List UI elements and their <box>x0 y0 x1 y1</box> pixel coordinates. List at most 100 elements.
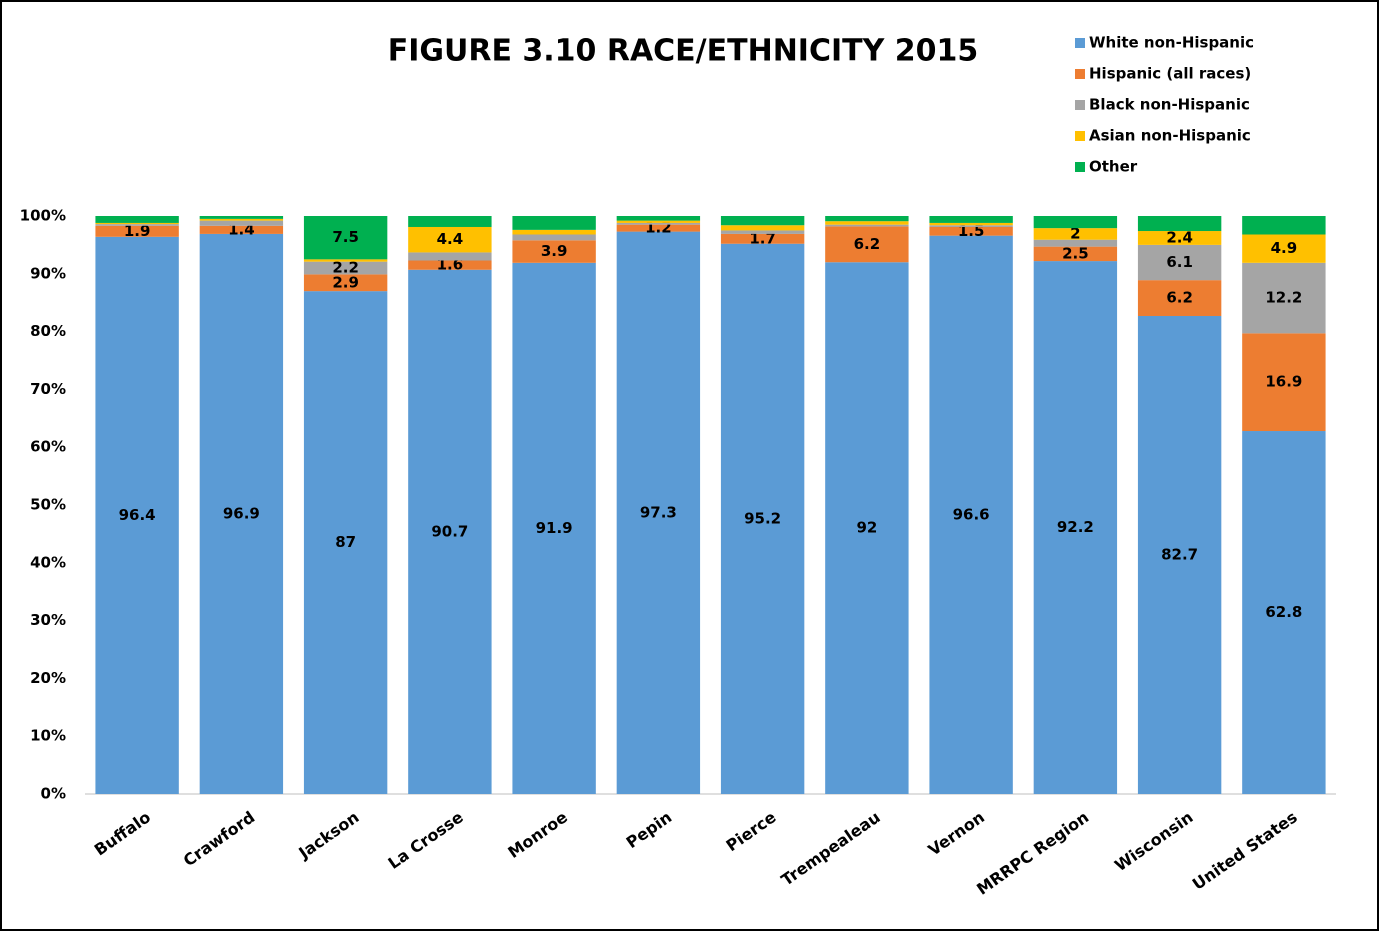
bar-segment <box>512 216 596 230</box>
y-tick-label: 80% <box>30 322 66 340</box>
data-label: 92.2 <box>1057 518 1094 536</box>
bar-segment <box>303 291 388 794</box>
bar-segment <box>408 260 492 270</box>
bar-segment <box>1033 246 1118 262</box>
legend-swatch <box>1075 69 1085 79</box>
data-label: 2.5 <box>1062 244 1089 262</box>
bar-segment <box>408 226 492 253</box>
bar-segment <box>199 225 284 234</box>
data-label: 96.9 <box>223 504 260 522</box>
legend-swatch <box>1075 131 1085 141</box>
data-label: 4.4 <box>437 230 464 248</box>
bar-segment <box>95 222 179 225</box>
bar-segment <box>408 216 492 227</box>
bar-segment <box>1033 228 1118 240</box>
bar-segment <box>1242 333 1326 432</box>
bar-segment <box>720 243 805 794</box>
data-label: 96.6 <box>953 505 990 523</box>
data-label: 2.9 <box>332 273 359 291</box>
data-label: 62.8 <box>1265 603 1302 621</box>
data-label: 95.2 <box>744 509 781 527</box>
bar-segment <box>720 225 805 231</box>
bar-segment <box>303 259 388 262</box>
data-label: 2.4 <box>1166 228 1193 246</box>
bar-segment <box>825 262 909 794</box>
bar-segment <box>1242 234 1326 263</box>
y-tick-label: 0% <box>41 785 66 803</box>
bar-segment <box>616 224 701 232</box>
data-label: 6.2 <box>1166 289 1193 307</box>
data-label: 96.4 <box>119 506 156 524</box>
bar-segment <box>1242 431 1326 794</box>
bar-segment <box>616 220 701 223</box>
data-label: 87 <box>335 533 356 551</box>
bar-segment <box>1137 231 1222 245</box>
bar-segment <box>1242 262 1326 334</box>
legend-label: Asian non-Hispanic <box>1089 127 1251 145</box>
bar-segment <box>512 262 596 794</box>
data-label: 2.2 <box>332 259 359 277</box>
y-tick-label: 30% <box>30 611 66 629</box>
bar-segment <box>616 231 701 794</box>
bar-segment <box>303 274 388 292</box>
bar-segment <box>1137 244 1222 281</box>
bar-segment <box>95 224 179 226</box>
data-label: 6.2 <box>854 235 881 253</box>
bar-segment <box>199 233 284 795</box>
bar-segment <box>616 222 701 225</box>
chart-title: FIGURE 3.10 RACE/ETHNICITY 2015 <box>388 34 979 69</box>
data-label: 6.1 <box>1166 253 1193 271</box>
data-label: 92 <box>856 519 877 537</box>
bar-segment <box>616 216 701 221</box>
legend-label: White non-Hispanic <box>1089 34 1254 52</box>
y-tick-label: 90% <box>30 264 66 282</box>
data-label: 2 <box>1070 224 1080 242</box>
legend-label: Hispanic (all races) <box>1089 65 1251 83</box>
bar-segment <box>929 235 1013 795</box>
bar-segment <box>1137 216 1222 232</box>
bar-segment <box>825 221 909 225</box>
data-label: 91.9 <box>536 519 573 537</box>
legend-swatch <box>1075 100 1085 110</box>
bar-segment <box>408 269 492 794</box>
bar-segment <box>303 261 388 275</box>
y-tick-label: 70% <box>30 380 66 398</box>
bar-segment <box>1033 216 1118 229</box>
data-label: 7.5 <box>332 228 359 246</box>
bar-segment <box>825 216 909 222</box>
bar-segment <box>95 225 179 237</box>
bar-segment <box>1033 239 1118 247</box>
legend-swatch <box>1075 162 1085 172</box>
bar-segment <box>929 225 1013 227</box>
y-tick-label: 20% <box>30 669 66 687</box>
bar-segment <box>199 218 284 221</box>
legend-label: Black non-Hispanic <box>1089 96 1250 114</box>
data-label: 82.7 <box>1161 545 1198 563</box>
bar-segment <box>825 224 909 227</box>
data-label: 97.3 <box>640 503 677 521</box>
bar-segment <box>825 226 909 263</box>
data-label: 90.7 <box>431 522 468 540</box>
data-label: 4.9 <box>1271 239 1298 257</box>
bar-segment <box>1242 216 1326 235</box>
y-tick-label: 60% <box>30 438 66 456</box>
y-tick-label: 100% <box>20 207 66 225</box>
bar-segment <box>512 234 596 241</box>
data-label: 3.9 <box>541 242 568 260</box>
bar-segment <box>95 236 179 795</box>
legend-label: Other <box>1089 158 1138 176</box>
bar-segment <box>1137 280 1222 316</box>
y-tick-label: 10% <box>30 727 66 745</box>
bar-segment <box>512 240 596 263</box>
bar-segment <box>408 252 492 261</box>
bar-segment <box>95 216 179 223</box>
data-label: 12.2 <box>1265 289 1302 307</box>
bar-segment <box>720 216 805 226</box>
data-label: 16.9 <box>1265 373 1302 391</box>
bar-segment <box>720 233 805 244</box>
bar-segment <box>720 230 805 234</box>
bar-segment <box>303 216 388 260</box>
data-label: 1.9 <box>124 222 151 240</box>
legend-swatch <box>1075 38 1085 48</box>
